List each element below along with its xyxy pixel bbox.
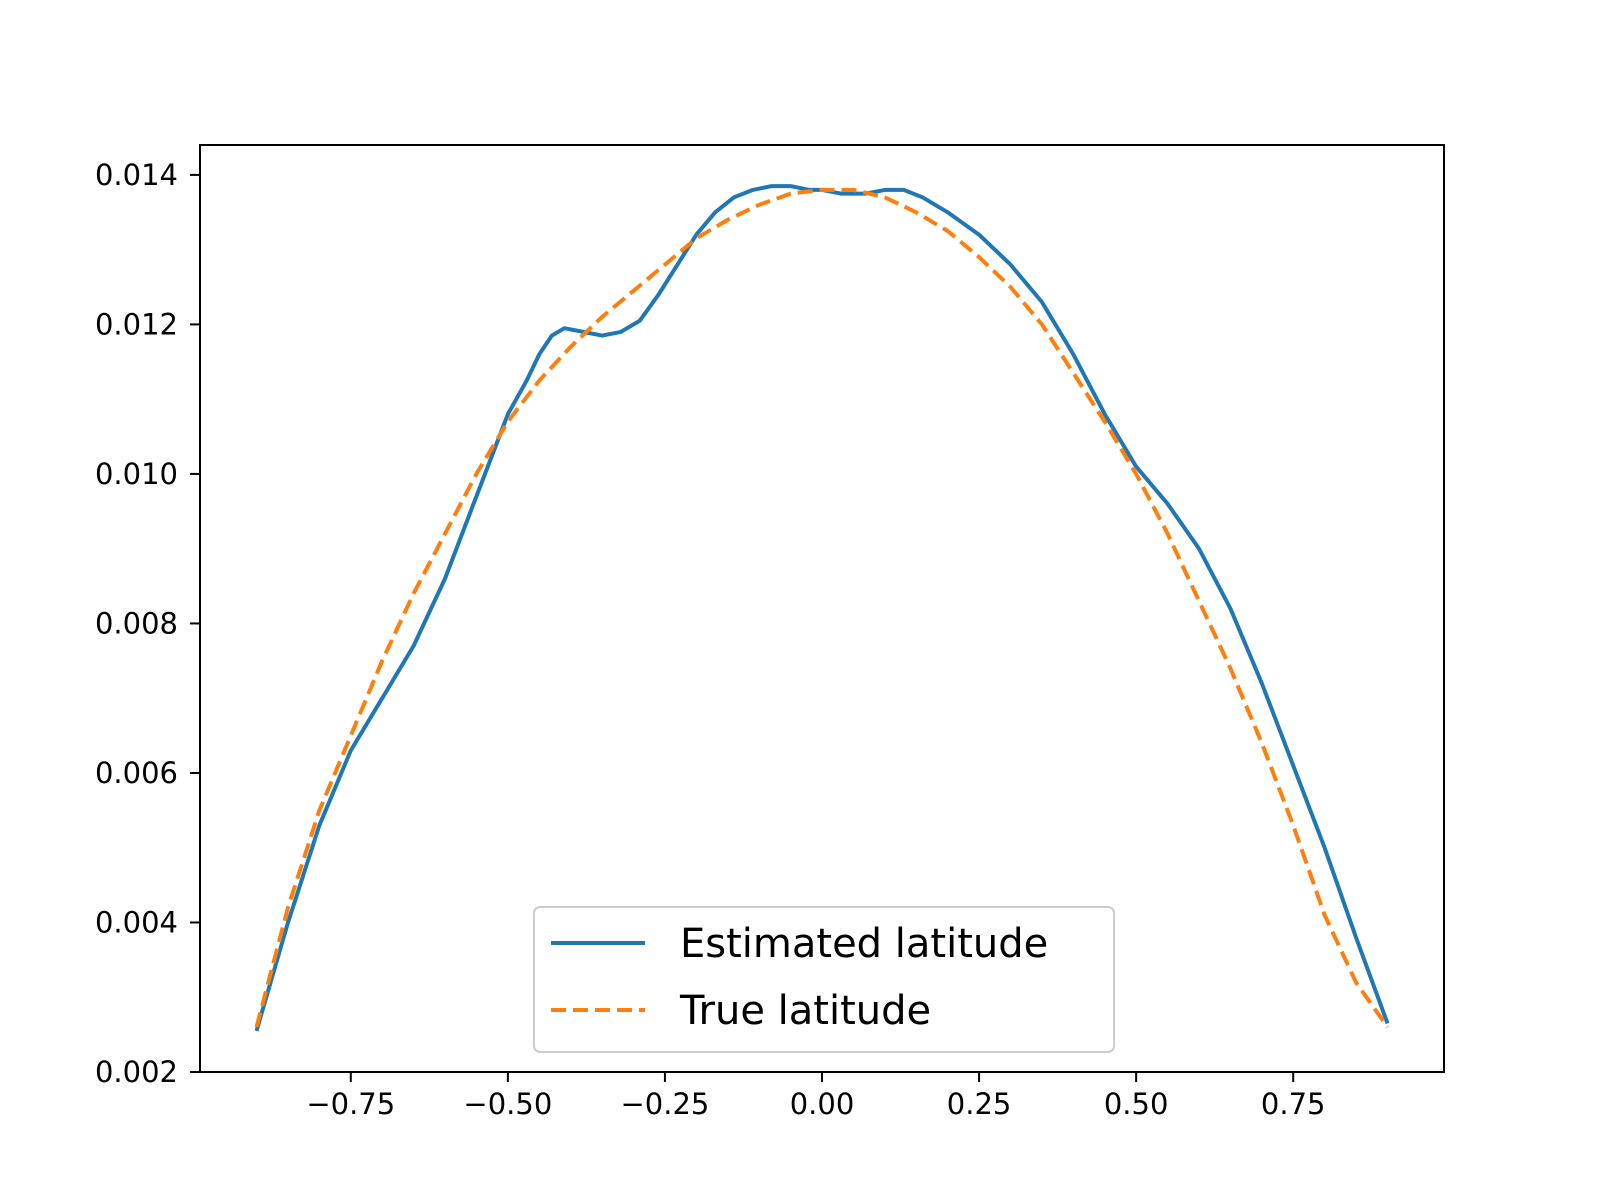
x-tick-label: 0.00 xyxy=(790,1087,855,1121)
legend-label: Estimated latitude xyxy=(680,921,1048,967)
legend-box xyxy=(533,906,1115,1053)
y-tick-label: 0.012 xyxy=(95,307,178,341)
x-tick-label: −0.25 xyxy=(620,1087,709,1121)
series-line-true-latitude xyxy=(254,187,1390,1029)
legend-label: True latitude xyxy=(679,988,931,1034)
x-tick-label: −0.75 xyxy=(306,1087,395,1121)
y-tick-label: 0.006 xyxy=(95,756,178,790)
y-tick-label: 0.010 xyxy=(95,457,178,491)
y-tick-label: 0.008 xyxy=(95,606,178,640)
x-axis: −0.75 −0.50 −0.25 0.00 0.25 0.50 0.75 xyxy=(306,1072,1326,1121)
x-tick-label: −0.50 xyxy=(463,1087,552,1121)
y-axis: 0.002 0.004 0.006 0.008 0.010 0.012 0.014 xyxy=(95,158,200,1089)
y-tick-label: 0.002 xyxy=(95,1055,178,1089)
x-tick-label: 0.75 xyxy=(1261,1087,1326,1121)
y-tick-label: 0.004 xyxy=(95,905,178,939)
y-tick-label: 0.014 xyxy=(95,158,178,192)
legend: Estimated latitude True latitude xyxy=(533,906,1115,1053)
series-line-estimated-latitude xyxy=(254,184,1390,1032)
x-tick-label: 0.25 xyxy=(947,1087,1012,1121)
series-layer xyxy=(254,184,1390,1032)
x-tick-label: 0.50 xyxy=(1104,1087,1169,1121)
